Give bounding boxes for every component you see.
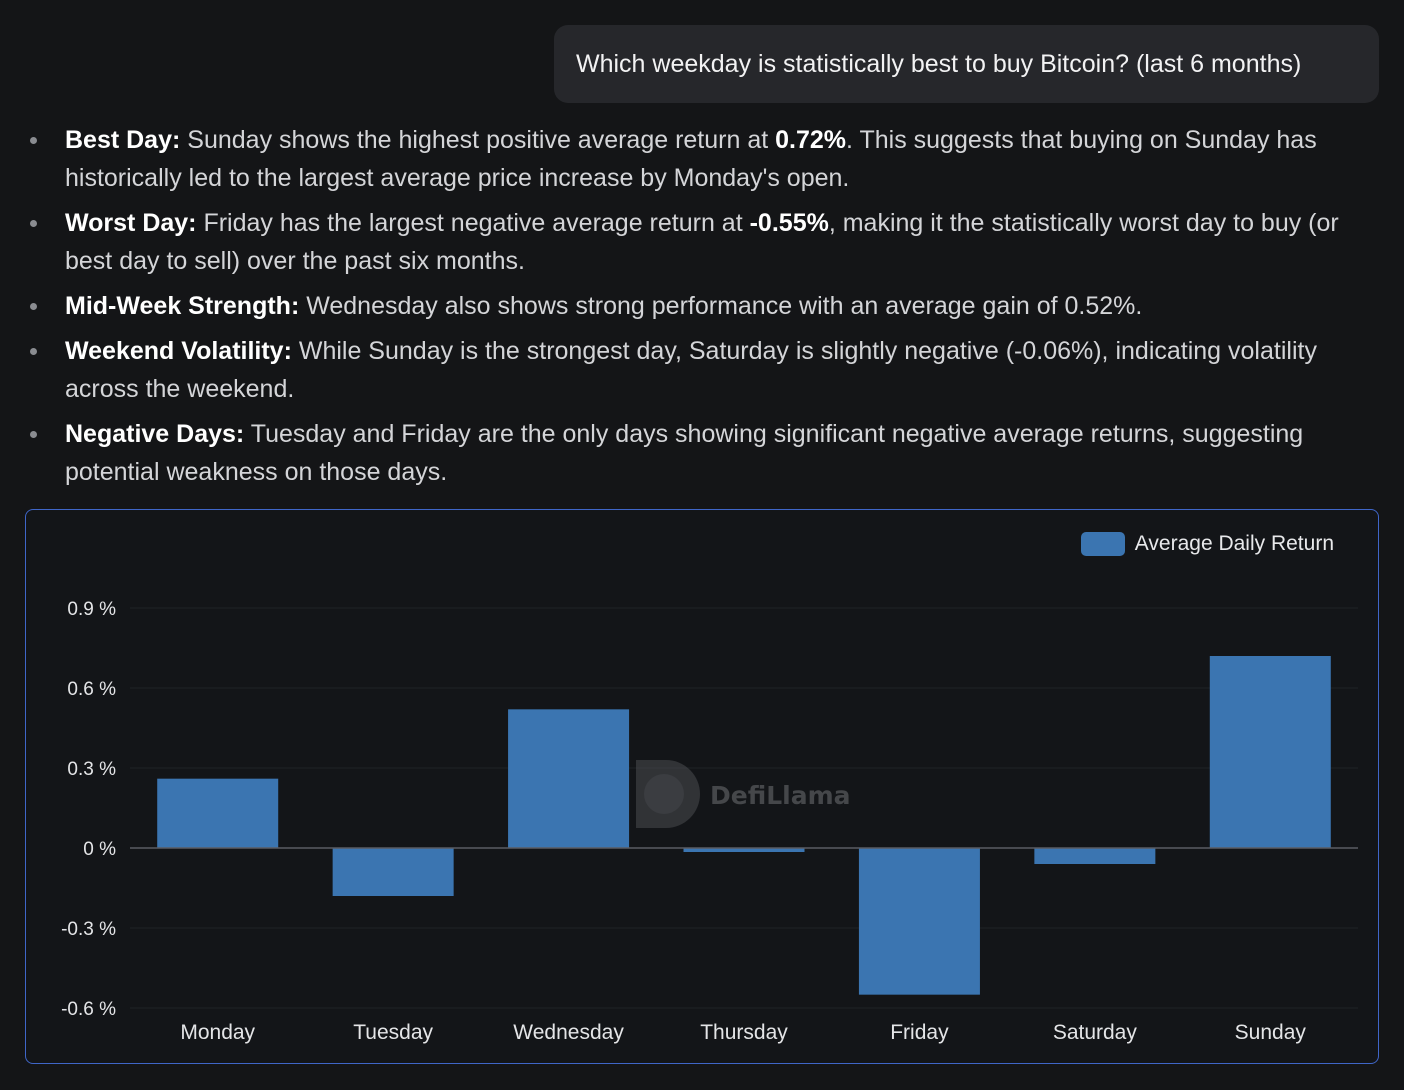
y-tick-label: -0.3 % [61, 919, 116, 940]
answer-point: Mid-Week Strength: Wednesday also shows … [30, 287, 1370, 325]
x-tick-label: Wednesday [513, 1021, 624, 1044]
legend-swatch [1080, 532, 1125, 556]
bar-saturday [1034, 848, 1156, 864]
bar-sunday [1209, 656, 1331, 848]
answer-point-label: Best Day: [65, 126, 181, 154]
bar-tuesday [332, 848, 454, 896]
answer-point-text: . This suggests that buying on Sunday ha… [65, 126, 1317, 192]
user-message-text: Which weekday is statistically best to b… [576, 49, 1302, 78]
answer-point-text: Wednesday also shows strong performance … [299, 292, 1143, 320]
watermark-llama-icon [644, 774, 684, 814]
answer-point-label: Worst Day: [65, 209, 197, 237]
chart-card: Average Daily Return 0.9 % 0.6 % 0.3 % 0 % -… [25, 509, 1379, 1064]
answer-point-text: Friday has the largest negative average … [196, 209, 750, 237]
y-tick-label: 0 % [83, 839, 116, 860]
x-tick-label: Tuesday [353, 1021, 433, 1044]
y-tick-label: -0.6 % [61, 999, 116, 1020]
answer-point: Best Day: Sunday shows the highest posit… [30, 121, 1370, 197]
x-tick-label: Thursday [700, 1021, 788, 1044]
legend-label: Average Daily Return [1134, 532, 1334, 555]
answer-point-text: Tuesday and Friday are the only days sho… [65, 420, 1304, 486]
answer-point: Worst Day: Friday has the largest negati… [30, 204, 1370, 280]
answer-point: Weekend Volatility: While Sunday is the … [30, 332, 1370, 408]
bar-chart: 0.9 % 0.6 % 0.3 % 0 % -0.3 % -0.6 % DefiLlama M… [61, 599, 1358, 1044]
bar-wednesday [508, 709, 630, 848]
x-tick-label: Saturday [1053, 1021, 1138, 1044]
answer-point-label: Mid-Week Strength: [65, 292, 300, 320]
x-tick-label: Sunday [1235, 1021, 1307, 1044]
x-tick-label: Monday [180, 1021, 255, 1044]
answer-point-text: While Sunday is the strongest day, Satur… [65, 337, 1317, 403]
answer-point-label: Weekend Volatility: [65, 337, 292, 365]
answer-point-highlight: -0.55% [749, 209, 829, 237]
defillama-watermark: DefiLlama [636, 760, 851, 828]
user-message-bubble: Which weekday is statistically best to b… [554, 25, 1379, 103]
answer-point-text: , making it the statistically worst day … [65, 209, 1339, 275]
y-tick-label: 0.3 % [67, 759, 116, 780]
assistant-answer-list: Best Day: Sunday shows the highest posit… [30, 121, 1370, 498]
answer-point-highlight: 0.72% [775, 126, 847, 154]
chart-legend[interactable]: Average Daily Return [1080, 532, 1334, 556]
watermark-text: DefiLlama [710, 781, 851, 810]
bar-monday [157, 778, 279, 848]
answer-point: Negative Days: Tuesday and Friday are th… [30, 415, 1370, 491]
bar-friday [858, 848, 980, 995]
y-tick-label: 0.9 % [67, 599, 116, 620]
answer-point-text: Sunday shows the highest positive averag… [180, 126, 776, 154]
y-tick-label: 0.6 % [67, 679, 116, 700]
x-tick-label: Friday [890, 1021, 949, 1044]
bar-thursday [683, 848, 805, 852]
answer-point-label: Negative Days: [65, 420, 245, 448]
